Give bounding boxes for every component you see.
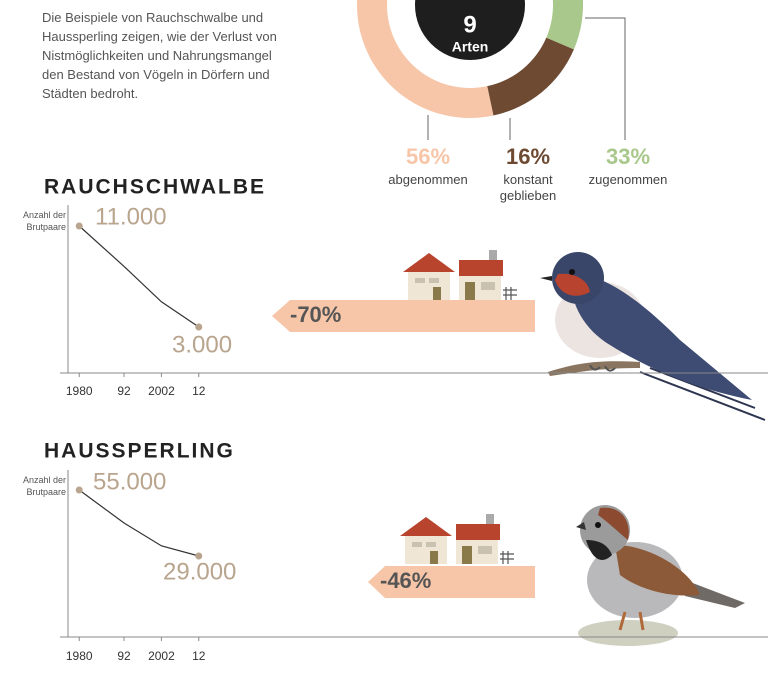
change-band [368,566,535,598]
intro-text: Die Beispiele von Rauchschwalbe und Haus… [42,10,277,101]
x-tick-label: 1980 [66,384,93,398]
change-label: -70% [290,302,341,327]
donut-segment [546,0,583,50]
point [195,323,203,331]
point [75,486,83,494]
category-label: zugenommen [588,172,668,187]
line [78,225,200,328]
chart-title: HAUSSPERLING [44,440,235,463]
y-axis-label: Anzahl der Brutpaare [22,475,66,497]
center-value: 9 [463,11,476,38]
change-band [272,300,535,332]
percent-label: 56% [406,144,450,169]
donut-segment [357,0,494,118]
x-tick-label: 92 [117,384,131,398]
line [78,489,199,557]
donut-segment [487,37,574,116]
x-tick-label: 2002 [148,384,175,398]
chart-title: RAUCHSCHWALBE [44,176,266,199]
x-tick-label: 1980 [66,649,93,663]
swallow-illustration [540,252,766,421]
change-label: -46% [380,568,431,593]
value-label: 55.000 [93,468,166,495]
donut-center [415,0,525,60]
value-label: 29.000 [163,558,236,585]
sparrow-illustration [576,505,745,646]
point [195,552,203,560]
value-label: 11.000 [95,203,167,230]
category-label: abgenommen [388,172,468,187]
x-tick-label: 92 [117,649,131,663]
category-label: konstant geblieben [499,172,557,203]
houses [400,514,514,564]
center-label: Arten [452,39,489,55]
y-axis-label: Anzahl der Brutpaare [22,210,66,232]
leader-lines [427,17,626,140]
percent-label: 16% [506,144,550,169]
x-tick-label: 12 [192,649,206,663]
x-tick-label: 2002 [148,649,175,663]
houses [403,250,517,300]
point [75,222,83,230]
percent-label: 33% [606,144,650,169]
x-tick-label: 12 [192,384,206,398]
value-label: 3.000 [172,331,232,358]
